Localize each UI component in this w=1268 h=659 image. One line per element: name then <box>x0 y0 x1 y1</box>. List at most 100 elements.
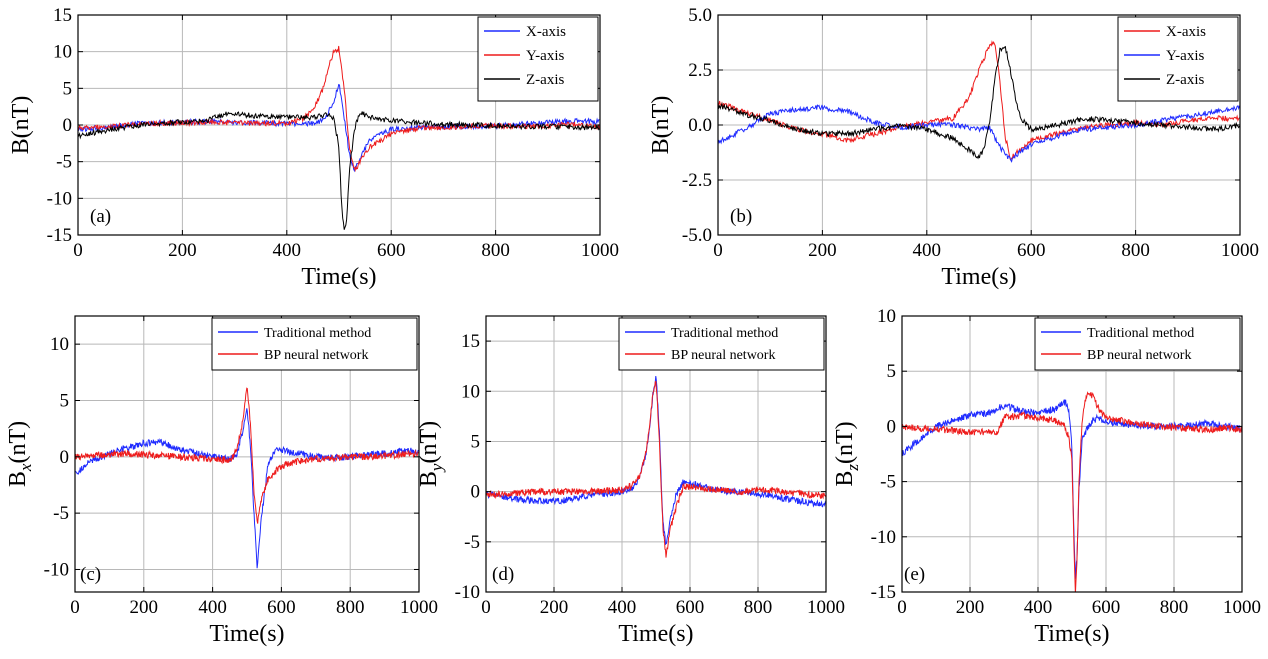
y-axis-label-unit: (nT) <box>832 421 858 464</box>
y-axis-label-unit: (nT) <box>5 421 31 464</box>
x-tick-label: 600 <box>377 240 406 261</box>
series-line-bp-neural-network <box>902 391 1242 592</box>
y-axis-label: Bx(nT) <box>5 421 35 487</box>
legend-label: Y-axis <box>526 48 564 64</box>
y-tick-label: -2.5 <box>682 170 712 191</box>
plot-frame <box>485 315 827 593</box>
y-tick-label: 5.0 <box>688 5 712 26</box>
x-tick-label: 400 <box>198 597 227 618</box>
legend: Traditional method BP neural network <box>1034 317 1241 371</box>
x-tick-label: 800 <box>336 597 365 618</box>
y-tick-label: -10 <box>44 559 69 580</box>
x-tick-label: 1000 <box>1221 240 1259 261</box>
x-tick-label: 800 <box>744 597 773 618</box>
x-tick-label: 600 <box>1092 597 1121 618</box>
x-axis-label: Time(s) <box>941 264 1016 290</box>
legend-label: Y-axis <box>1166 48 1204 64</box>
y-tick-label: -10 <box>871 527 896 548</box>
y-axis-label-subscript: z <box>843 464 862 472</box>
legend: X-axis Y-axis Z-axis <box>477 16 599 102</box>
chart-panel-c: 0 200 400 600 800 1000-10-50510Time(s)Bx(nT)(… <box>5 315 438 647</box>
series-line-traditional-method <box>486 375 826 545</box>
x-tick-label: 600 <box>267 597 296 618</box>
legend-label: BP neural network <box>1087 348 1191 363</box>
x-tick-label: 0 <box>713 240 723 261</box>
legend-label: BP neural network <box>264 348 368 363</box>
y-tick-label: 5 <box>887 361 897 382</box>
x-tick-label: 0 <box>481 597 491 618</box>
x-tick-label: 400 <box>608 597 637 618</box>
y-tick-label: 10 <box>461 381 480 402</box>
x-tick-label: 400 <box>913 240 942 261</box>
x-tick-label: 1000 <box>1223 597 1261 618</box>
x-tick-label: 200 <box>130 597 159 618</box>
y-tick-label: 0 <box>60 447 70 468</box>
y-axis-label-unit: (nT) <box>416 421 442 464</box>
series-line-bp-neural-network <box>486 380 826 558</box>
y-tick-label: 10 <box>50 334 69 355</box>
y-tick-label: 0 <box>63 115 73 136</box>
x-tick-label: 200 <box>168 240 197 261</box>
x-tick-label: 200 <box>956 597 985 618</box>
legend-box <box>618 317 825 371</box>
chart-panel-a: 0 200 400 600 800 1000 -15 -10 -5 0 5 10 15 Time(s) B(… <box>8 5 619 290</box>
plot-frame <box>74 315 420 593</box>
y-axis-label: B(nT) <box>8 96 34 155</box>
y-tick-label: -10 <box>455 582 480 603</box>
legend: Traditional method BP neural network <box>211 317 418 371</box>
series-line-z-axis <box>78 111 600 230</box>
x-tick-label: 600 <box>1017 240 1046 261</box>
series-line-z-axis <box>718 45 1240 160</box>
x-tick-label: 0 <box>73 240 83 261</box>
y-tick-label: 5 <box>60 390 70 411</box>
y-tick-label: 15 <box>53 5 72 26</box>
legend-label: X-axis <box>1166 24 1206 40</box>
y-axis-label: Bz(nT) <box>832 421 862 486</box>
y-axis-label: B(nT) <box>648 96 674 155</box>
legend-label: BP neural network <box>671 348 775 363</box>
x-axis-label: Time(s) <box>209 621 284 647</box>
x-tick-label: 400 <box>273 240 302 261</box>
x-tick-label: 800 <box>1160 597 1189 618</box>
series-line-traditional-method <box>75 408 419 569</box>
legend-label: Z-axis <box>1166 72 1204 88</box>
y-tick-label: -15 <box>47 225 72 246</box>
panel-label: (b) <box>730 206 752 227</box>
chart-panel-b: 0 200 400 600 800 1000 -5.0 -2.5 0.0 2.5 5.0 Time(s… <box>648 5 1259 290</box>
y-tick-label: -5 <box>880 472 896 493</box>
y-axis-label-subscript: x <box>16 463 35 472</box>
panel-label: (d) <box>492 564 514 585</box>
legend-box <box>211 317 418 371</box>
chart-panel-d: 0 200 400 600 800 1000 -10 -5 0 5 10 15 Time(s) By(nT… <box>416 315 845 647</box>
x-tick-label: 0 <box>70 597 80 618</box>
series-line-y-axis <box>718 104 1240 163</box>
chart-panel-e: 0 200 400 600 800 1000 -15 -10 -5 0 5 10 Time(s) Bz(n… <box>832 306 1261 647</box>
legend-label: Traditional method <box>1087 326 1194 341</box>
x-tick-label: 800 <box>1121 240 1150 261</box>
legend: Traditional method BP neural network <box>618 317 825 371</box>
x-tick-label: 1000 <box>807 597 845 618</box>
y-tick-label: 10 <box>877 306 896 327</box>
panel-label: (a) <box>90 206 111 227</box>
y-tick-label: 15 <box>461 331 480 352</box>
y-tick-label: -10 <box>47 188 72 209</box>
legend: X-axis Y-axis Z-axis <box>1117 16 1239 102</box>
y-tick-label: 0 <box>471 482 481 503</box>
x-tick-label: 1000 <box>581 240 619 261</box>
x-axis-label: Time(s) <box>1034 621 1109 647</box>
x-tick-label: 200 <box>540 597 569 618</box>
x-tick-label: 600 <box>676 597 705 618</box>
y-tick-label: -5 <box>53 503 69 524</box>
y-axis-label: By(nT) <box>416 421 446 487</box>
y-tick-label: 0 <box>887 416 897 437</box>
legend-label: Traditional method <box>671 326 778 341</box>
y-tick-label: 0.0 <box>688 115 712 136</box>
y-tick-label: -5.0 <box>682 225 712 246</box>
y-tick-label: 2.5 <box>688 60 712 81</box>
x-tick-label: 800 <box>481 240 510 261</box>
legend-label: Z-axis <box>526 72 564 88</box>
y-tick-label: 5 <box>471 431 481 452</box>
x-tick-label: 400 <box>1024 597 1053 618</box>
